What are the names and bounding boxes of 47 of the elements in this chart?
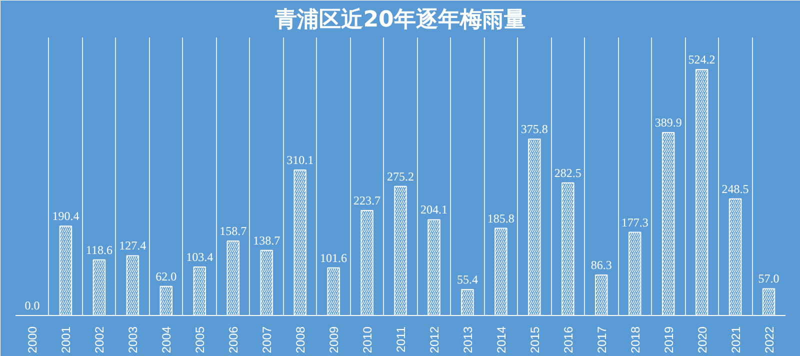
- x-tick-label: 2015: [528, 326, 542, 354]
- data-label: 0.0: [24, 298, 40, 312]
- data-label: 138.7: [253, 233, 280, 248]
- x-tick-label: 2003: [126, 326, 140, 354]
- data-label: 282.5: [554, 166, 582, 180]
- x-tick-label: 2012: [427, 326, 442, 354]
- x-tick-label: 2018: [628, 326, 642, 354]
- data-label: 310.1: [286, 152, 314, 167]
- data-label: 190.4: [52, 209, 80, 224]
- data-label: 101.6: [320, 250, 348, 265]
- x-tick-label: 2013: [460, 326, 475, 354]
- data-label: 158.7: [220, 224, 247, 238]
- data-label: 248.5: [722, 182, 749, 196]
- data-label: 86.3: [590, 258, 612, 272]
- x-tick-label: 2010: [360, 326, 375, 354]
- data-label: 204.1: [420, 202, 448, 217]
- data-label: 118.6: [86, 242, 112, 257]
- x-tick-label: 2020: [695, 326, 710, 354]
- data-label: 127.4: [119, 238, 146, 253]
- x-tick-label: 2011: [394, 326, 408, 352]
- x-tick-label: 2002: [92, 326, 107, 354]
- x-tick-label: 2005: [193, 326, 208, 354]
- data-label: 389.9: [654, 116, 682, 130]
- data-label: 223.7: [354, 194, 381, 208]
- x-tick-label: 2017: [594, 326, 609, 354]
- x-tick-label: 2000: [26, 326, 40, 354]
- x-tick-label: 2019: [662, 326, 676, 354]
- x-tick-label: 2014: [494, 326, 508, 354]
- data-label: 185.8: [487, 211, 514, 226]
- x-tick-label: 2016: [561, 326, 576, 354]
- chart-title: 青浦区近20年逐年梅雨量: [274, 8, 526, 32]
- x-tick-label: 2006: [226, 326, 241, 354]
- data-label: 55.4: [456, 272, 478, 286]
- x-tick-label: 2009: [327, 326, 342, 354]
- x-tick-label: 2001: [59, 326, 74, 354]
- x-tick-label: 2021: [728, 326, 743, 354]
- x-tick-label: 2008: [294, 326, 308, 354]
- x-tick-label: 2022: [762, 326, 776, 354]
- data-label: 275.2: [387, 169, 414, 184]
- data-label: 103.4: [186, 250, 214, 264]
- data-label: 57.0: [758, 272, 780, 286]
- data-label: 524.2: [688, 52, 716, 66]
- data-label: 62.0: [156, 269, 177, 284]
- x-tick-label: 2007: [260, 326, 274, 354]
- data-label: 177.3: [621, 215, 648, 230]
- x-tick-label: 2004: [160, 326, 174, 354]
- data-label: 375.8: [520, 122, 548, 136]
